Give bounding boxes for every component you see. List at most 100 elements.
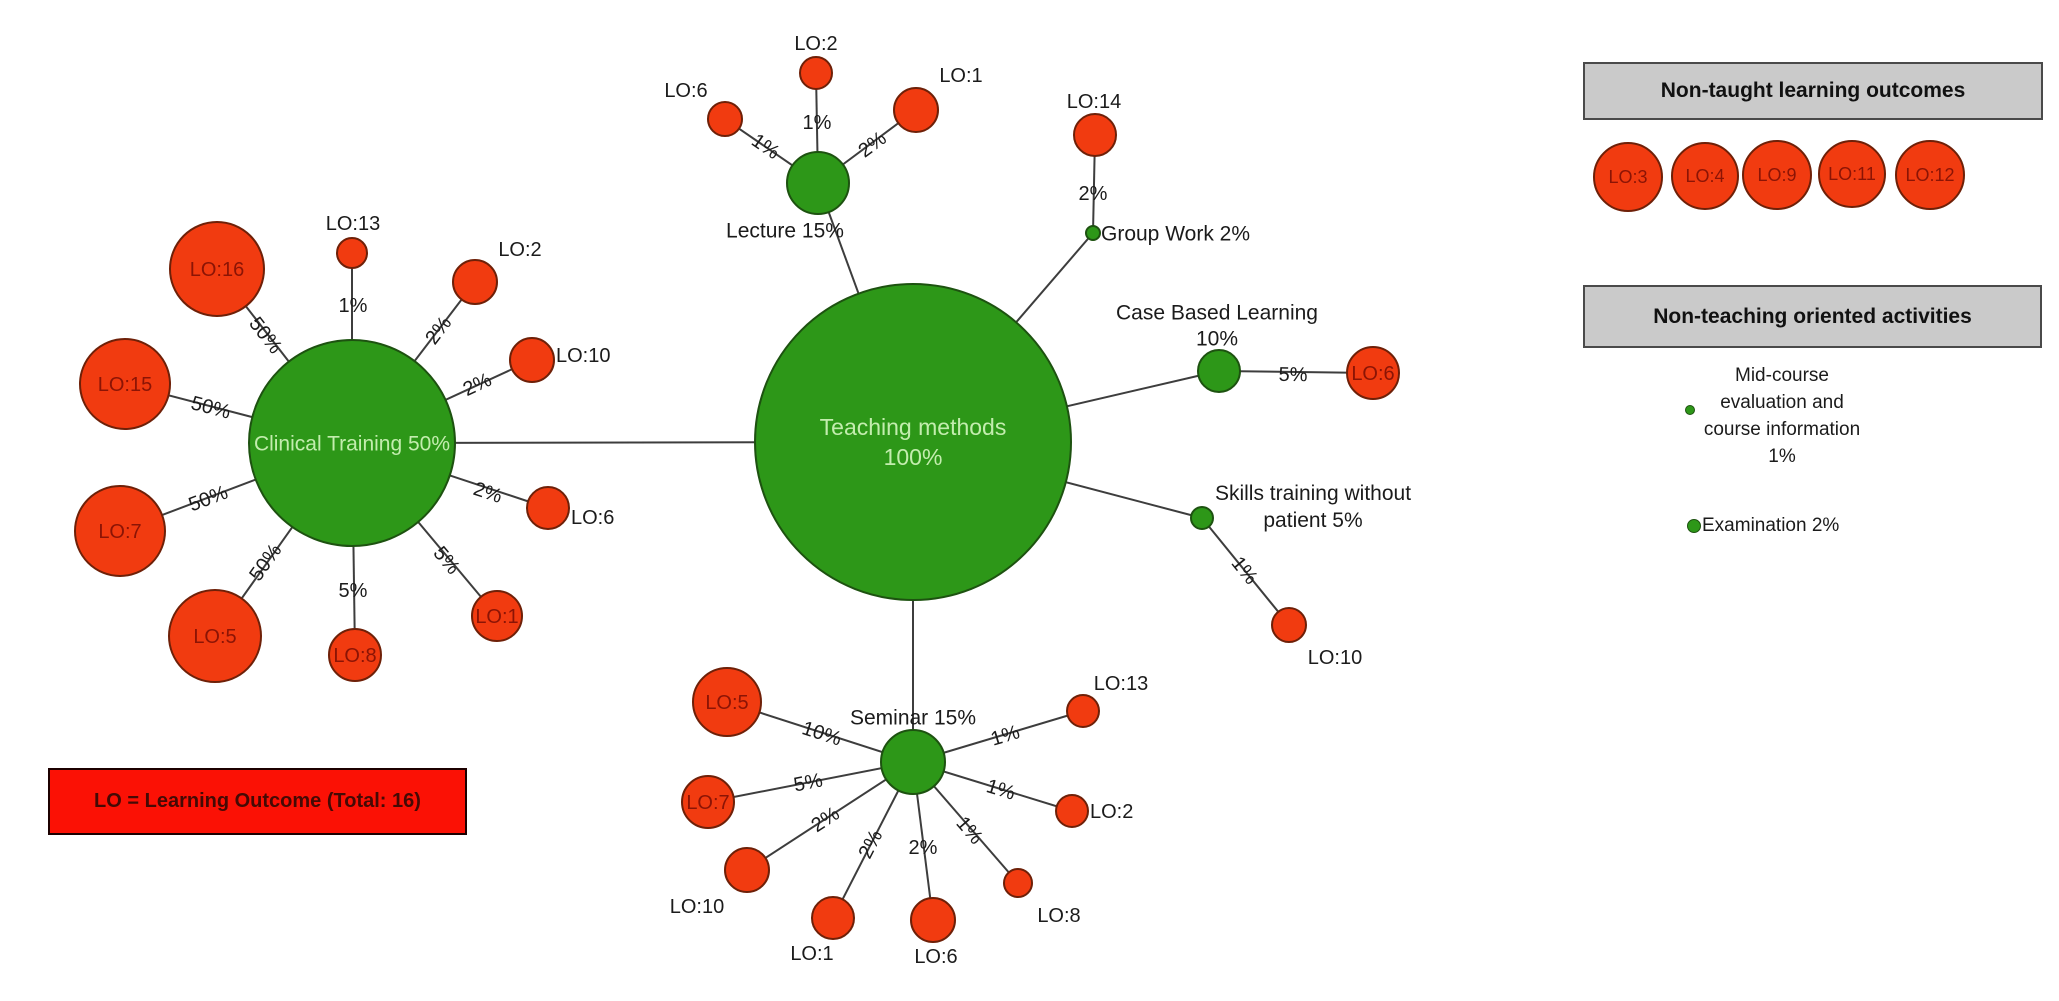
- edge-label-clinical-c1: 5%: [429, 543, 465, 579]
- node-c6: [526, 486, 570, 530]
- node-label-c16: LO:16: [190, 259, 244, 281]
- node-label-c2: LO:2: [498, 239, 541, 261]
- edge-label-lecture-l2: 1%: [803, 112, 832, 134]
- node-s6: [910, 897, 956, 943]
- mid-course-evaluation-label-line: evaluation and: [1720, 392, 1844, 413]
- edge-label-seminar-s2: 1%: [984, 775, 1018, 805]
- edge-label-skills-sk10: 1%: [1227, 552, 1262, 588]
- node-label-s13: LO:13: [1094, 673, 1148, 695]
- node-s7: [681, 775, 735, 829]
- edge-skills-sk10: [1201, 517, 1290, 626]
- legend-circle-lo-4: LO:4: [1671, 142, 1739, 210]
- edge-label-clinical-c10: 2%: [460, 369, 496, 401]
- legend-non-taught-header: Non-taught learning outcomes: [1583, 62, 2043, 120]
- node-cb6: [1346, 346, 1400, 400]
- examination-label: Examination 2%: [1702, 513, 2002, 539]
- edge-label-seminar-s7: 5%: [792, 769, 825, 796]
- node-l2: [799, 56, 833, 90]
- mid-course-evaluation-label-line: Mid-course: [1735, 365, 1829, 386]
- node-c13: [336, 237, 368, 269]
- edge-label-clinical-c15: 50%: [189, 392, 233, 423]
- node-label-c8: LO:8: [333, 645, 376, 667]
- node-sk10: [1271, 607, 1307, 643]
- node-s10: [724, 847, 770, 893]
- node-label-c7: LO:7: [98, 521, 141, 543]
- examination-label-line: Examination 2%: [1702, 515, 1840, 536]
- node-label-tm: 100%: [884, 444, 943, 470]
- node-label-lecture: Lecture 15%: [726, 219, 844, 242]
- node-label-clinical: Clinical Training 50%: [254, 432, 450, 455]
- mid-course-evaluation-dot: [1685, 405, 1695, 415]
- node-clinical: [248, 339, 456, 547]
- legend-circle-lo-9: LO:9: [1742, 140, 1812, 210]
- node-labels: Teaching methods 100% Clinical Training 50…: [98, 33, 1411, 968]
- node-label-s1: LO:1: [790, 943, 833, 965]
- edge-label-clinical-c8: 5%: [339, 580, 368, 602]
- node-label-c10: LO:10: [556, 345, 610, 367]
- edge-label-seminar-s8: 1%: [951, 813, 987, 849]
- node-c2: [452, 259, 498, 305]
- node-label-l1: LO:1: [939, 65, 982, 87]
- node-label-c15: LO:15: [98, 374, 152, 396]
- node-label-skills: Skills training without: [1215, 482, 1411, 505]
- node-seminar: [880, 729, 946, 795]
- examination-dot: [1687, 519, 1701, 533]
- node-c15: [79, 338, 171, 430]
- node-label-s2: LO:2: [1090, 801, 1133, 823]
- edge-label-lecture-l6: 1%: [747, 130, 783, 165]
- mid-course-evaluation-label-line: 1%: [1768, 446, 1796, 467]
- edge-label-seminar-s13: 1%: [988, 721, 1022, 750]
- nodes: [74, 56, 1400, 943]
- legend-circle-lo-11: LO:11: [1818, 140, 1886, 208]
- node-lecture: [786, 151, 850, 215]
- edge-label-seminar-s5: 10%: [799, 717, 844, 750]
- node-skills: [1190, 506, 1214, 530]
- node-l1: [893, 87, 939, 133]
- node-c5: [168, 589, 262, 683]
- node-label-casebased: 10%: [1196, 327, 1238, 350]
- node-label-s6: LO:6: [914, 946, 957, 968]
- edge-label-seminar-s1: 2%: [855, 826, 888, 862]
- node-label-s7: LO:7: [686, 792, 729, 814]
- edge-label-clinical-c7: 50%: [186, 481, 231, 516]
- edge-label-clinical-c2: 2%: [421, 312, 456, 348]
- node-label-l2: LO:2: [794, 33, 837, 55]
- node-label-tm: Teaching methods: [820, 414, 1007, 440]
- edge-seminar-s7: [707, 761, 914, 803]
- node-gw14: [1073, 113, 1117, 157]
- node-label-seminar: Seminar 15%: [850, 706, 976, 729]
- node-casebased: [1197, 349, 1241, 393]
- node-c16: [169, 221, 265, 317]
- lo-note-text: LO = Learning Outcome (Total: 16): [94, 790, 421, 812]
- node-l6: [707, 101, 743, 137]
- edge-label-groupwork-gw14: 2%: [1079, 183, 1108, 205]
- node-groupwork: [1085, 225, 1101, 241]
- node-label-s8: LO:8: [1037, 905, 1080, 927]
- node-label-c1: LO:1: [475, 606, 518, 628]
- node-label-c6: LO:6: [571, 507, 614, 529]
- node-c10: [509, 337, 555, 383]
- node-label-gw14: LO:14: [1067, 91, 1121, 113]
- node-label-s5: LO:5: [705, 692, 748, 714]
- legend-circle-lo-3: LO:3: [1593, 142, 1663, 212]
- edge-label-clinical-c5: 50%: [245, 540, 286, 586]
- node-label-casebased: Case Based Learning: [1116, 301, 1318, 324]
- edge-label-seminar-s6: 2%: [909, 837, 938, 859]
- node-label-cb6: LO:6: [1351, 363, 1394, 385]
- lo-note-box: LO = Learning Outcome (Total: 16): [48, 768, 467, 835]
- mid-course-evaluation-label-line: course information: [1703, 419, 1861, 440]
- node-c1: [471, 590, 523, 642]
- node-tm: [754, 283, 1072, 601]
- node-s5: [692, 667, 762, 737]
- legend-non-teaching-header: Non-teaching oriented activities: [1583, 285, 2042, 348]
- node-s1: [811, 896, 855, 940]
- node-c7: [74, 485, 166, 577]
- node-label-c13: LO:13: [326, 213, 380, 235]
- edge-label-casebased-cb6: 5%: [1278, 364, 1307, 386]
- node-label-groupwork: Group Work 2%: [1101, 222, 1250, 245]
- node-s2: [1055, 794, 1089, 828]
- legend-circle-lo-12: LO:12: [1895, 140, 1965, 210]
- node-c8: [328, 628, 382, 682]
